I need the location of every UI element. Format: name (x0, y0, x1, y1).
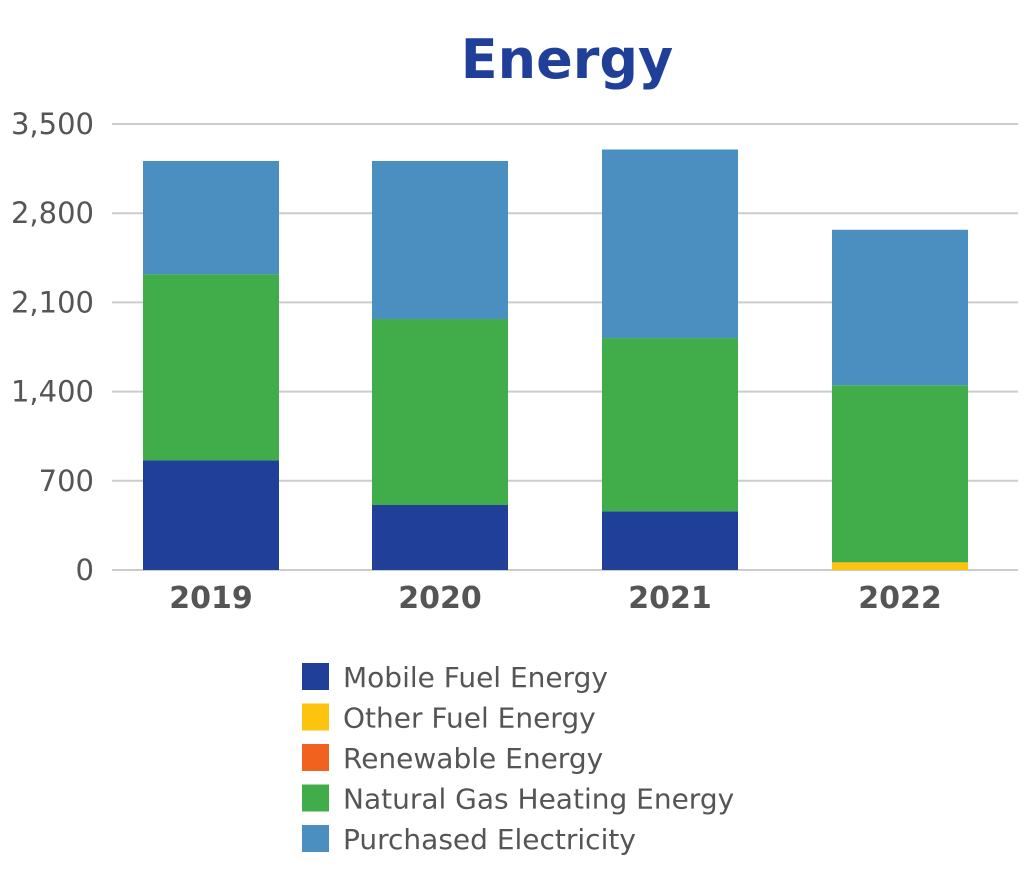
bar-segment (143, 160, 279, 275)
x-tick-label: 2020 (398, 581, 482, 616)
chart-title: Energy (461, 28, 673, 91)
x-axis: 2019 2020 2021 2022 (169, 581, 942, 616)
legend-label: Renewable Energy (343, 742, 603, 775)
legend: Mobile Fuel Energy Other Fuel Energy Renew… (302, 661, 734, 856)
x-tick-label: 2022 (858, 581, 942, 616)
legend-label: Purchased Electricity (343, 823, 636, 856)
bar-segment (372, 318, 508, 506)
y-tick-label: 2,100 (11, 285, 94, 319)
bar-segment (143, 460, 279, 570)
y-tick-label: 1,400 (11, 375, 94, 409)
legend-swatch (302, 663, 329, 690)
legend-label: Natural Gas Heating Energy (343, 783, 734, 816)
x-tick-label: 2021 (628, 581, 712, 616)
bars (143, 149, 968, 570)
legend-label: Other Fuel Energy (343, 702, 596, 735)
bar-segment (602, 511, 738, 570)
bar-segment (602, 338, 738, 512)
legend-swatch (302, 744, 329, 771)
bar-segment (602, 149, 738, 339)
legend-swatch (302, 784, 329, 812)
legend-swatch (302, 703, 329, 731)
y-axis: 0 700 1,400 2,100 2,800 3,500 (11, 107, 94, 587)
x-tick-label: 2019 (169, 581, 253, 616)
bar-segment (832, 229, 968, 386)
y-tick-label: 3,500 (11, 107, 94, 141)
legend-swatch (302, 825, 329, 852)
legend-label: Mobile Fuel Energy (343, 661, 608, 694)
y-tick-label: 2,800 (11, 196, 94, 230)
bar-segment (372, 505, 508, 570)
bar-segment (832, 562, 968, 570)
y-tick-label: 700 (39, 464, 94, 498)
y-tick-label: 0 (76, 553, 94, 587)
bar-segment (372, 160, 508, 319)
bar-segment (143, 274, 279, 461)
bar-segment (832, 385, 968, 563)
